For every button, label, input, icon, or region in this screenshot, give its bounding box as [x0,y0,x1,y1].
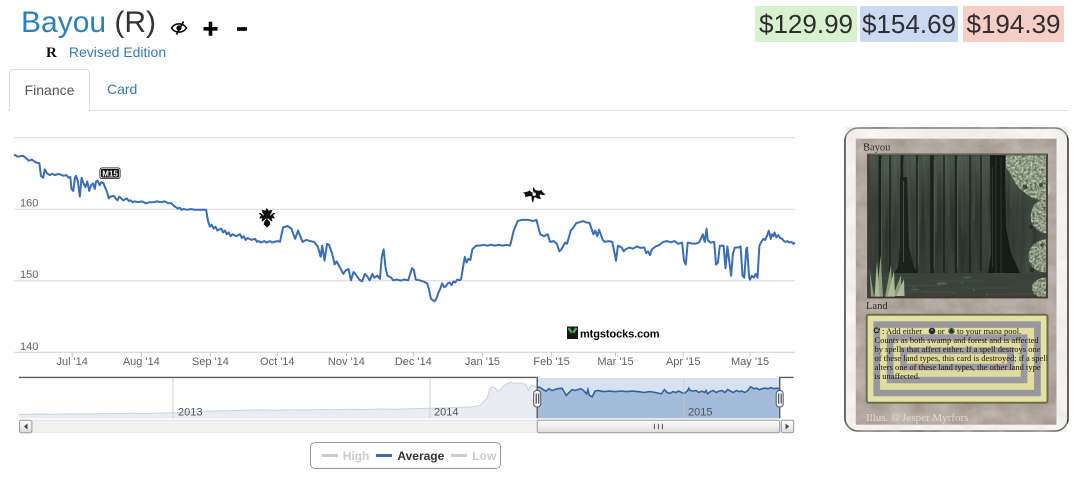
svg-text:mtgstocks.com: mtgstocks.com [580,329,660,341]
svg-text:or: or [938,326,945,336]
svg-text:to your mana pool.: to your mana pool. [957,326,1021,336]
svg-text:150: 150 [20,269,38,281]
svg-text:Oct '14: Oct '14 [260,356,295,368]
svg-text:May '15: May '15 [731,356,769,368]
svg-text:160: 160 [20,198,38,210]
svg-text:2015: 2015 [688,407,712,419]
svg-text:140: 140 [20,341,38,353]
svg-text:Land: Land [866,301,888,312]
svg-text:of these land types, this card: of these land types, this card is destro… [875,353,1049,363]
svg-text:Jul '14: Jul '14 [56,356,87,368]
svg-text:Aug '14: Aug '14 [123,356,160,368]
svg-text:alters one of these land types: alters one of these land types, the othe… [875,362,1041,372]
svg-text:Bayou: Bayou [863,143,891,154]
svg-text:Nov '14: Nov '14 [328,356,365,368]
svg-text:2014: 2014 [434,407,458,419]
svg-text:by spells that affect either.: by spells that affect either. If a spell… [875,344,1041,354]
svg-text:Counts as both swamp and fores: Counts as both swamp and forest and is a… [875,335,1040,345]
svg-text:is unaffected.: is unaffected. [875,371,921,381]
svg-text:Illus. © Jesper Myrfors: Illus. © Jesper Myrfors [866,412,968,424]
svg-text:Mar '15: Mar '15 [597,356,633,368]
svg-text:2013: 2013 [178,407,202,419]
svg-text:Dec '14: Dec '14 [395,356,432,368]
svg-text:: Add either: : Add either [882,326,922,336]
svg-text:Feb '15: Feb '15 [533,356,569,368]
svg-text:Sep '14: Sep '14 [192,356,229,368]
svg-text:M15: M15 [102,170,118,179]
svg-text:Apr '15: Apr '15 [666,356,701,368]
svg-text:Jan '15: Jan '15 [465,356,500,368]
